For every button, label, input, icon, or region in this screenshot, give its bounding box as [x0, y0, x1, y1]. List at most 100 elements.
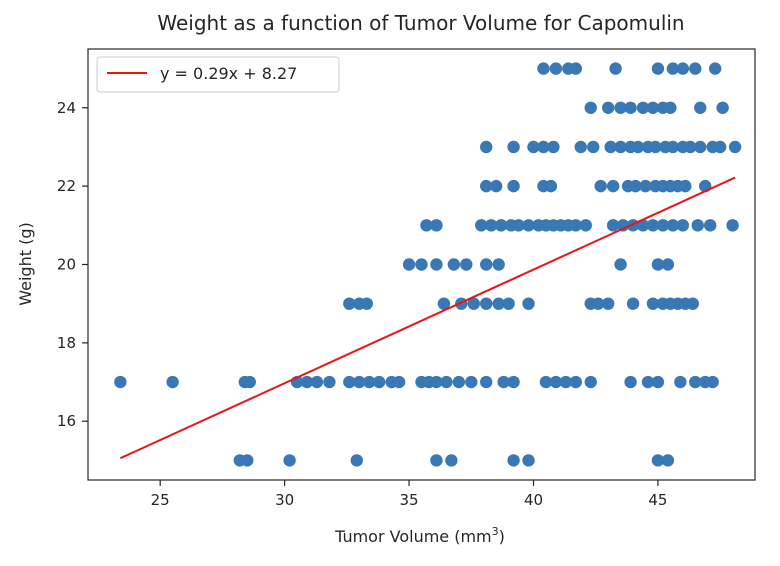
data-point-0: [537, 62, 550, 75]
data-point-6: [666, 62, 680, 75]
data-point-30: [631, 140, 645, 154]
data-point-106: [626, 297, 640, 310]
data-point-11: [601, 101, 615, 114]
data-point-89: [492, 258, 505, 271]
data-point-45: [544, 179, 558, 193]
legend-box: [96, 56, 340, 93]
data-point-122: [353, 375, 366, 389]
data-point-57: [420, 219, 433, 232]
y-axis: 16 18 20 22 24: [57, 99, 88, 430]
data-point-70: [569, 219, 583, 232]
data-point-20: [480, 140, 493, 154]
data-point-8: [689, 62, 702, 75]
data-point-102: [522, 297, 535, 310]
data-point-100: [492, 297, 505, 310]
y-tick-label-18: 18: [57, 334, 76, 352]
data-point-153: [445, 454, 458, 467]
data-point-145: [689, 375, 702, 389]
data-point-96: [437, 297, 451, 310]
data-point-21: [507, 140, 520, 154]
data-point-107: [646, 297, 660, 310]
data-point-77: [656, 219, 670, 232]
data-point-104: [592, 297, 605, 310]
data-point-61: [494, 219, 508, 232]
data-point-139: [569, 375, 583, 389]
y-tick-label-20: 20: [57, 256, 76, 274]
data-point-131: [452, 375, 466, 389]
data-point-15: [646, 101, 660, 114]
data-point-152: [430, 454, 443, 467]
data-point-99: [480, 297, 493, 310]
data-point-150: [283, 454, 296, 467]
data-point-119: [310, 375, 324, 389]
chart-title: Weight as a function of Tumor Volume for…: [157, 11, 684, 35]
data-point-32: [649, 140, 662, 154]
data-point-143: [651, 375, 665, 389]
data-point-156: [651, 454, 665, 467]
data-point-7: [676, 62, 690, 75]
data-point-151: [350, 454, 363, 467]
data-point-10: [584, 101, 597, 114]
data-point-91: [651, 258, 665, 271]
y-axis-label: Weight (g): [16, 222, 35, 305]
data-point-132: [465, 375, 478, 389]
data-point-58: [430, 219, 443, 232]
data-point-124: [372, 375, 386, 389]
data-point-5: [651, 62, 665, 75]
data-point-155: [522, 454, 535, 467]
data-point-126: [392, 375, 406, 389]
data-point-18: [694, 101, 707, 114]
data-point-78: [666, 219, 680, 232]
data-point-80: [691, 219, 704, 232]
data-point-1: [549, 62, 563, 75]
x-axis-label-superscript: 3: [492, 525, 499, 538]
data-point-60: [484, 219, 498, 232]
data-point-136: [539, 375, 553, 389]
x-tick-label-45: 45: [648, 491, 667, 509]
data-point-93: [343, 297, 356, 310]
data-point-22: [527, 140, 540, 154]
data-point-137: [549, 375, 563, 389]
data-point-59: [475, 219, 488, 232]
data-point-121: [343, 375, 356, 389]
data-point-13: [624, 101, 637, 114]
legend: y = 0.29x + 8.27: [96, 56, 340, 93]
data-point-86: [447, 258, 461, 271]
y-tick-label-22: 22: [57, 177, 76, 195]
data-point-26: [587, 140, 600, 154]
data-point-34: [666, 140, 680, 154]
data-point-47: [606, 179, 620, 193]
data-point-75: [636, 219, 650, 232]
data-point-40: [728, 140, 742, 154]
data-point-64: [522, 219, 535, 232]
data-point-24: [547, 140, 560, 154]
data-point-154: [507, 454, 520, 467]
y-tick-label-24: 24: [57, 99, 76, 117]
data-point-149: [241, 454, 254, 467]
x-tick-label-40: 40: [524, 491, 543, 509]
data-point-85: [430, 258, 443, 271]
data-point-9: [708, 62, 722, 75]
data-point-46: [594, 179, 607, 193]
y-tick-label-16: 16: [57, 412, 76, 430]
data-point-28: [614, 140, 627, 154]
data-point-71: [579, 219, 592, 232]
x-tick-label-30: 30: [275, 491, 294, 509]
data-point-138: [559, 375, 573, 389]
x-axis-label: Tumor Volume (mm3): [334, 525, 505, 546]
data-point-98: [467, 297, 480, 310]
data-point-79: [676, 219, 690, 232]
data-point-90: [614, 258, 627, 271]
data-point-144: [674, 375, 687, 389]
data-point-17: [664, 101, 677, 114]
data-point-123: [363, 375, 376, 389]
data-point-129: [430, 375, 443, 389]
data-point-3: [569, 62, 583, 75]
data-point-118: [300, 375, 314, 389]
data-point-133: [480, 375, 493, 389]
data-point-25: [574, 140, 587, 154]
data-point-41: [480, 179, 493, 193]
data-point-140: [584, 375, 597, 389]
data-point-142: [641, 375, 655, 389]
